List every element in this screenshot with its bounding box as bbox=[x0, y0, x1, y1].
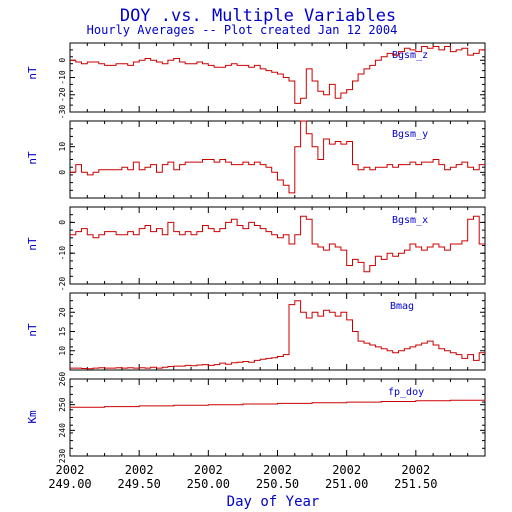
y-axis-label: nT bbox=[26, 323, 39, 337]
panel-fp-doy: 230 240 250 260 Km fp_doy bbox=[26, 372, 486, 464]
y-axis-label: Km bbox=[26, 410, 39, 424]
x-tick-year: 2002 bbox=[401, 463, 430, 477]
x-axis: 2002249.002002249.502002250.002002250.50… bbox=[48, 463, 437, 491]
y-tick-label: -10 bbox=[58, 246, 67, 261]
x-tick-year: 2002 bbox=[263, 463, 292, 477]
series-label: Bmag bbox=[390, 301, 414, 312]
y-tick-label: 0 bbox=[58, 220, 67, 225]
x-tick-day: 249.00 bbox=[48, 477, 91, 491]
series-trace bbox=[70, 215, 485, 273]
y-tick-label: 0 bbox=[58, 58, 67, 63]
y-tick-label: -30 bbox=[58, 105, 67, 120]
x-tick-day: 250.00 bbox=[187, 477, 230, 491]
series-trace bbox=[70, 300, 485, 370]
x-tick-day: 249.50 bbox=[117, 477, 160, 491]
y-tick-label: -20 bbox=[58, 277, 67, 292]
y-tick-label: 20 bbox=[58, 307, 67, 317]
y-tick-label: 15 bbox=[58, 327, 67, 337]
panel-bgsm-y: 0 10 nT Bgsm_y bbox=[26, 120, 486, 199]
panels-group: -30 -20 -10 0 nT Bgsm_z 0 10 nT Bgsm_y -20 -10 0 nT Bg… bbox=[26, 42, 486, 464]
x-axis-label: Day of Year bbox=[227, 494, 320, 510]
x-tick-year: 2002 bbox=[194, 463, 223, 477]
series-trace bbox=[70, 46, 485, 104]
x-tick-day: 251.50 bbox=[394, 477, 437, 491]
y-tick-label: 0 bbox=[58, 170, 67, 175]
series-label: fp_doy bbox=[388, 387, 424, 398]
chart-subtitle: Hourly Averages -- Plot created Jan 12 2… bbox=[87, 23, 398, 37]
series-label: Bgsm_y bbox=[392, 129, 428, 140]
y-axis-label: nT bbox=[26, 151, 39, 165]
y-tick-label: 10 bbox=[58, 346, 67, 356]
x-tick-year: 2002 bbox=[332, 463, 361, 477]
y-tick-label: 240 bbox=[58, 423, 67, 438]
chart-title: DOY .vs. Multiple Variables bbox=[120, 6, 396, 26]
y-tick-label: -10 bbox=[58, 70, 67, 85]
panel-bgsm-z: -30 -20 -10 0 nT Bgsm_z bbox=[26, 42, 486, 120]
series-trace bbox=[70, 120, 485, 194]
panel-bmag: 10 15 20 nT Bmag bbox=[26, 292, 486, 371]
y-axis-label: nT bbox=[26, 66, 39, 80]
series-label: Bgsm_x bbox=[392, 215, 428, 226]
series-trace bbox=[70, 399, 486, 408]
y-tick-label: -20 bbox=[58, 87, 67, 102]
x-tick-day: 251.00 bbox=[325, 477, 368, 491]
series-label: Bgsm_z bbox=[392, 50, 428, 61]
panel-bgsm-x: -20 -10 0 nT Bgsm_x bbox=[26, 206, 486, 292]
y-axis-label: nT bbox=[26, 237, 39, 251]
x-tick-day: 250.50 bbox=[256, 477, 299, 491]
panel-frame bbox=[69, 292, 486, 371]
y-tick-label: 260 bbox=[58, 372, 67, 387]
x-tick-year: 2002 bbox=[125, 463, 154, 477]
y-tick-label: 250 bbox=[58, 397, 67, 412]
y-tick-label: 230 bbox=[58, 449, 67, 464]
y-tick-label: 10 bbox=[58, 142, 67, 152]
x-tick-year: 2002 bbox=[56, 463, 85, 477]
